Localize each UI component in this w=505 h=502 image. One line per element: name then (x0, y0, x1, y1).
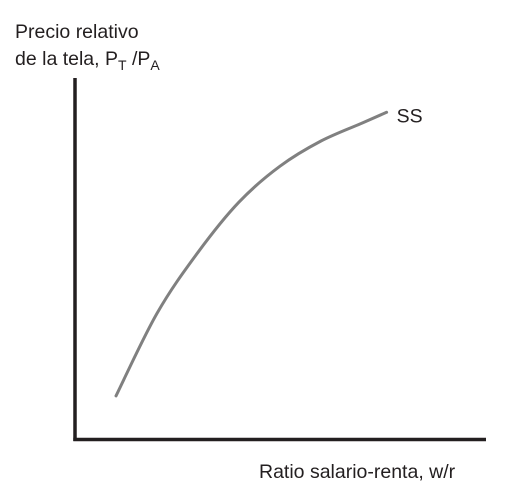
y-axis-label-line2: de la tela, PT /PA (15, 46, 160, 74)
y-axis-label-prefix: de la tela, P (15, 48, 118, 70)
y-axis-label-line1: Precio relativo (15, 21, 139, 43)
y-axis-label-sub2: A (150, 57, 160, 73)
y-axis-label-sub1: T (117, 57, 127, 73)
x-axis-label: Ratio salario-renta, w/r (259, 461, 456, 483)
y-axis-label-sep: /P (126, 48, 151, 70)
series-line-ss (114, 110, 389, 398)
series-label-ss: SS (397, 105, 423, 127)
y-axis-label: Precio relativo de la tela, PT /PA (15, 19, 160, 74)
